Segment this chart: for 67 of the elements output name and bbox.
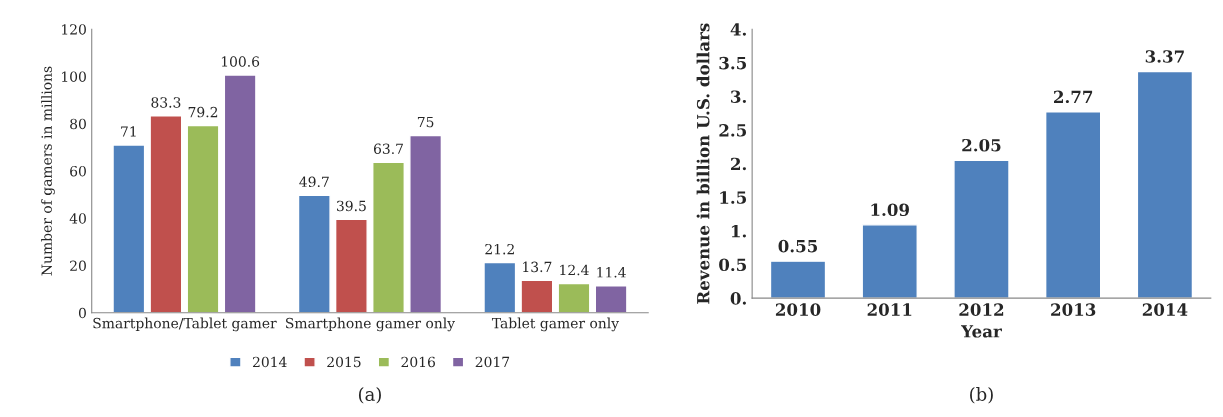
x-tick-label: 2011 <box>867 303 912 316</box>
y-axis-title: Revenue in billion U.S. dollars <box>696 23 710 304</box>
data-label: 21.2 <box>485 243 514 255</box>
data-label: 12.4 <box>560 264 589 276</box>
text: (a) <box>358 387 381 404</box>
bar <box>334 218 368 313</box>
data-label: 2.05 <box>962 138 1001 152</box>
data-label: 49.7 <box>299 176 329 188</box>
bar <box>861 224 918 299</box>
bar <box>297 194 331 313</box>
x-tick-label: Smartphone gamer only <box>286 317 455 332</box>
data-label: 1.09 <box>871 203 909 217</box>
bar <box>223 74 257 313</box>
bar <box>557 282 591 313</box>
bar <box>1044 111 1102 299</box>
y-tick-label: 40 <box>69 213 86 224</box>
data-label: 71 <box>121 126 136 137</box>
y-tick-label: 3. <box>731 90 746 103</box>
x-tick-label: 2012 <box>959 303 1004 316</box>
data-label: 2.77 <box>1054 90 1093 104</box>
bar <box>1136 70 1194 299</box>
data-label: 0.55 <box>778 239 818 253</box>
x-tick-label: 2010 <box>775 303 821 316</box>
x-tick-label: 2014 <box>1142 303 1188 316</box>
y-tick-label: 2. <box>731 157 746 171</box>
y-tick-label: 20 <box>70 260 86 271</box>
y-tick-label: 0. <box>730 292 746 305</box>
bar <box>186 124 220 313</box>
y-tick-label: 3.5 <box>719 56 747 70</box>
bar <box>953 159 1010 299</box>
y-tick-label: 1.5 <box>720 191 747 204</box>
data-label: 100.6 <box>221 56 260 67</box>
data-label: 63.7 <box>373 143 403 154</box>
legend-label: 2017 <box>475 356 510 368</box>
data-label: 39.5 <box>337 200 366 212</box>
x-tick-label: Smartphone/Tablet gamer <box>93 317 277 332</box>
x-tick-label: Tablet gamer only <box>491 317 620 332</box>
data-label: 11.4 <box>597 267 626 278</box>
data-label: 3.37 <box>1145 50 1184 63</box>
data-label: 79.2 <box>188 106 218 118</box>
y-tick-label: 1. <box>731 224 746 238</box>
y-tick-label: 4. <box>730 23 746 36</box>
bar <box>520 279 554 313</box>
y-tick-label: 2.5 <box>719 124 747 137</box>
bar <box>149 115 183 313</box>
data-label: 13.7 <box>523 261 552 273</box>
text: (b) <box>970 387 993 404</box>
x-axis-title: Year <box>961 325 1002 338</box>
bar <box>483 261 517 313</box>
legend-label: 2014 <box>252 356 287 368</box>
bar <box>409 134 443 313</box>
bar <box>372 161 405 313</box>
y-tick-label: 60 <box>70 165 86 177</box>
y-tick-label: 0.5 <box>719 258 747 272</box>
legend-label: 2016 <box>401 356 435 368</box>
bar <box>112 144 146 313</box>
y-tick-label: 0 <box>78 307 86 319</box>
bar <box>594 285 628 313</box>
y-tick-label: 100 <box>62 71 86 82</box>
x-tick-label: 2013 <box>1051 303 1096 316</box>
y-axis-title: Number of gamers in millions <box>41 66 55 276</box>
data-label: 75 <box>417 116 434 128</box>
y-tick-label: 120 <box>62 24 86 35</box>
legend-label: 2015 <box>327 356 361 368</box>
y-tick-label: 80 <box>70 118 86 130</box>
data-label: 83.3 <box>151 97 181 108</box>
bar <box>769 260 827 299</box>
